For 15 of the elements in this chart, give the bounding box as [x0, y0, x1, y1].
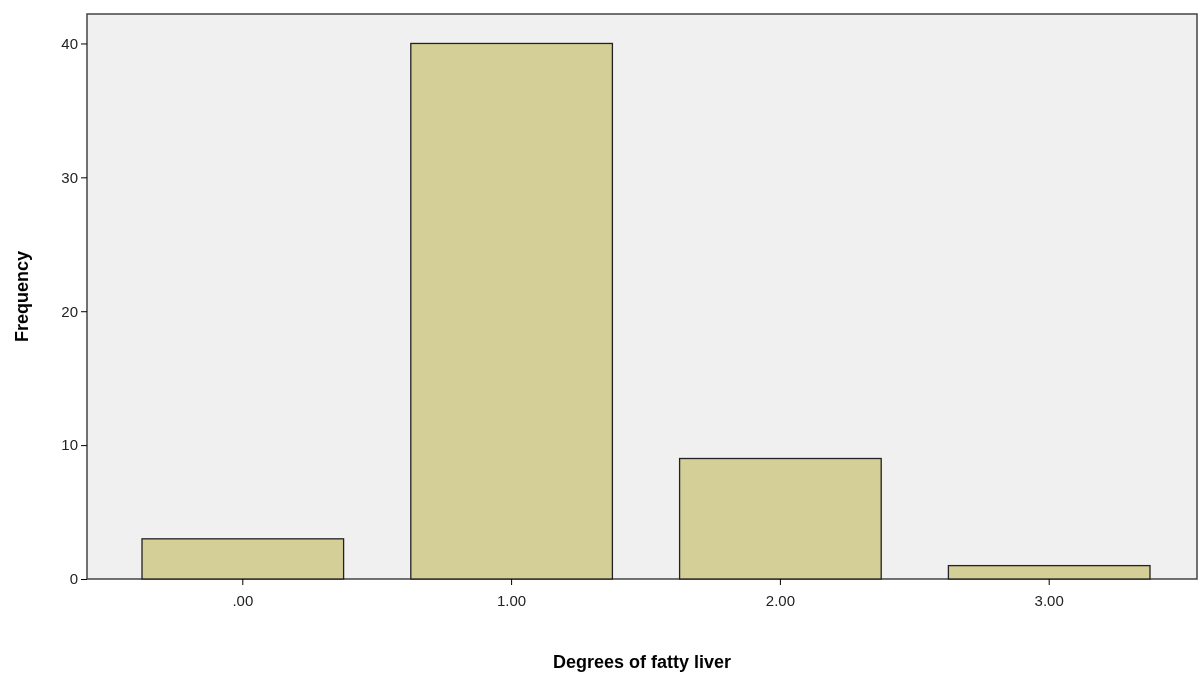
- y-axis-title: Frequency: [12, 250, 32, 343]
- y-tick-label: 20: [61, 302, 78, 320]
- bar: [678, 457, 882, 580]
- y-tick-label: 30: [61, 168, 78, 186]
- y-tick-label: 0: [69, 570, 78, 588]
- y-tick-label: 10: [61, 436, 78, 454]
- bar: [410, 42, 614, 580]
- x-tick-label: 1.00: [497, 592, 527, 609]
- x-tick-label: .00: [232, 592, 254, 609]
- y-tick-label: 40: [61, 34, 78, 52]
- bar: [141, 538, 345, 580]
- x-tick-label: 3.00: [1034, 592, 1064, 609]
- x-axis-title: Degrees of fatty liver: [552, 652, 732, 672]
- bar: [947, 564, 1151, 580]
- x-tick-label: 2.00: [765, 592, 795, 609]
